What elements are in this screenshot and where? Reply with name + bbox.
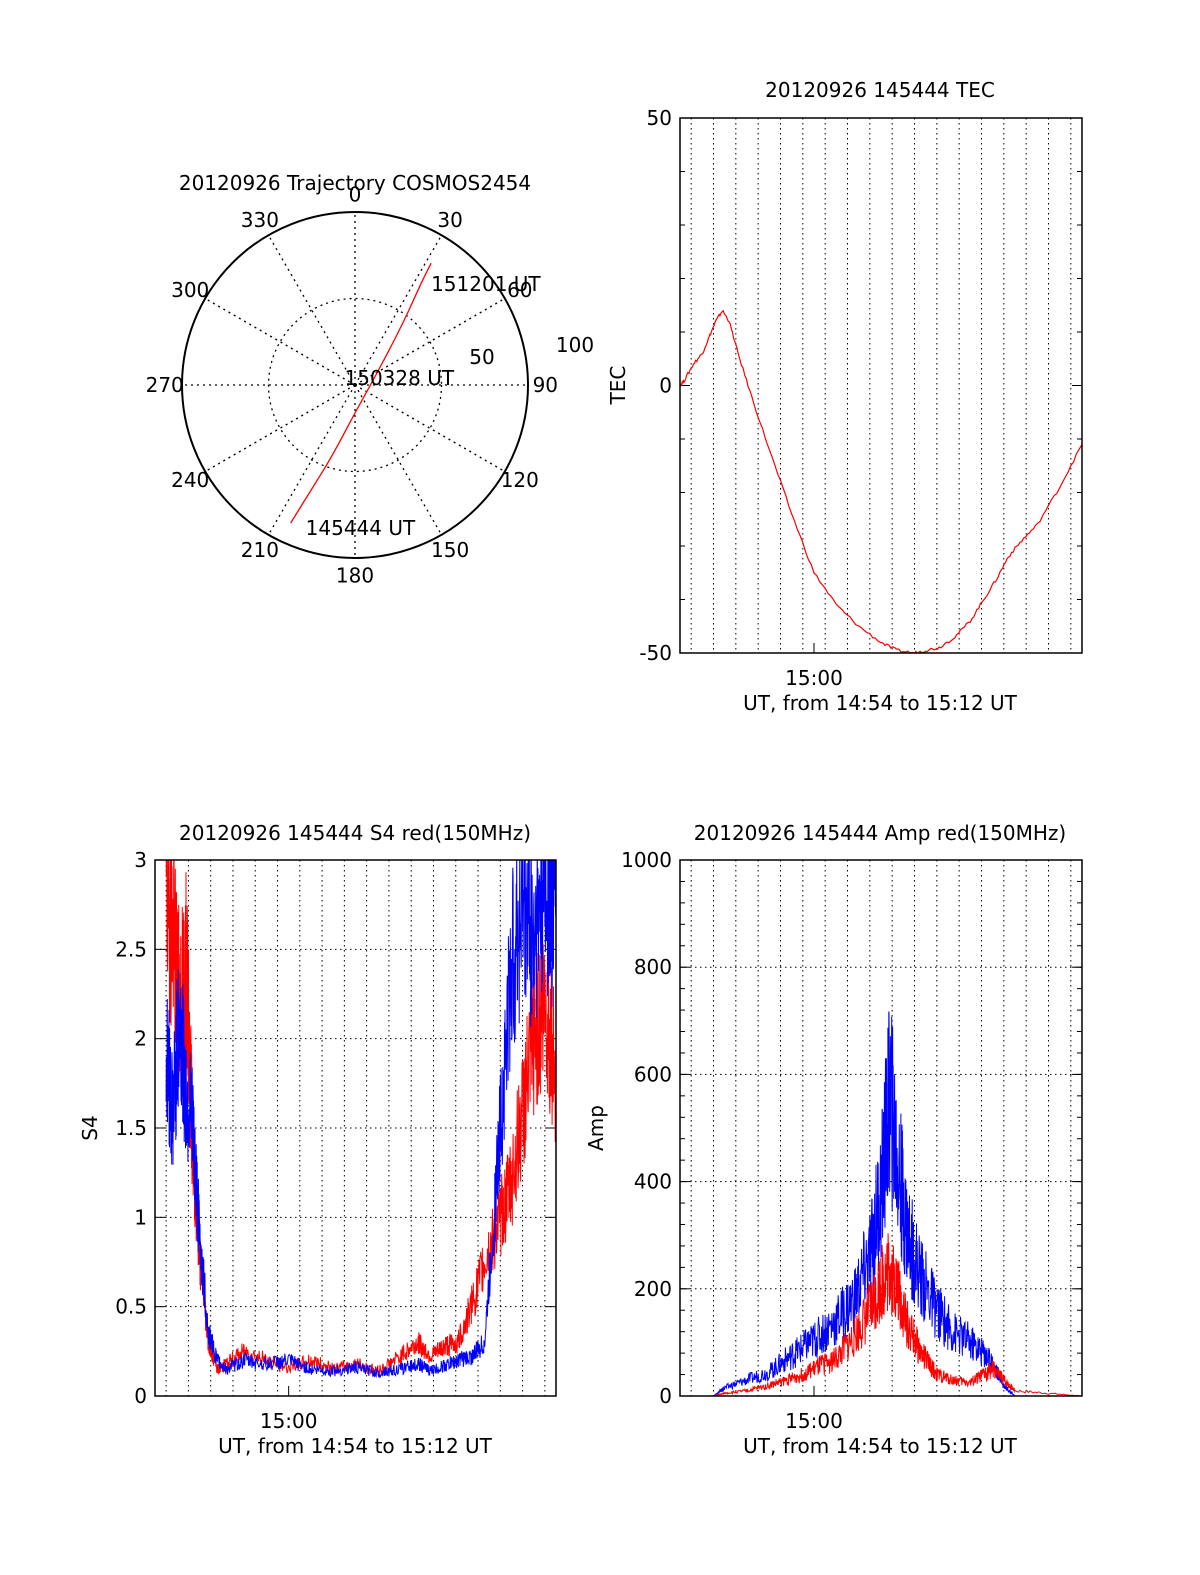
polar-grid-spoke	[354, 297, 506, 386]
x-tick-label: 15:00	[260, 1409, 318, 1433]
series-line	[165, 860, 556, 1379]
y-tick-label: 1	[134, 1205, 147, 1229]
time-annotation: 145444 UT	[306, 516, 416, 540]
trajectory-polar-plot: 20120926 Trajectory COSMOS2454 0 30 60 90 12…	[146, 171, 594, 587]
angle-tick-label: 210	[241, 538, 279, 562]
y-axis-label: Amp	[584, 1105, 608, 1151]
series-group	[680, 309, 1082, 653]
y-axis-label: TEC	[606, 366, 630, 406]
polar-grid-spoke	[354, 384, 506, 473]
x-axis-label: UT, from 14:54 to 15:12 UT	[743, 1434, 1018, 1458]
time-annotation: 151201 UT	[431, 272, 541, 296]
series-group	[680, 1011, 1082, 1396]
y-tick-label: 0	[659, 374, 672, 398]
plot-frame	[679, 859, 1083, 1397]
s4-line-chart: 20120926 145444 S4 red(150MHz) UT, from …	[78, 821, 557, 1458]
chart-title: 20120926 145444 Amp red(150MHz)	[694, 821, 1066, 845]
trajectory-line	[290, 262, 432, 524]
angle-tick-label: 180	[336, 563, 374, 587]
chart-title: 20120926 Trajectory COSMOS2454	[179, 171, 531, 195]
angle-tick-label: 330	[241, 208, 279, 232]
y-tick-label: 2.5	[115, 937, 147, 961]
x-axis-label: UT, from 14:54 to 15:12 UT	[218, 1434, 493, 1458]
tec-line-chart: 20120926 145444 TEC UT, from 14:54 to 15…	[606, 78, 1083, 715]
x-axis-label: UT, from 14:54 to 15:12 UT	[743, 691, 1018, 715]
y-axis-label: S4	[78, 1115, 102, 1140]
series-line	[680, 1233, 1082, 1396]
y-tick-label: -50	[639, 641, 672, 665]
angle-tick-label: 240	[171, 468, 209, 492]
polar-grid-spoke	[267, 384, 356, 536]
chart-title: 20120926 145444 S4 red(150MHz)	[179, 821, 531, 845]
y-tick-label: 0.5	[115, 1295, 147, 1319]
polar-grid-spoke	[354, 384, 443, 536]
y-tick-label: 600	[634, 1062, 672, 1086]
radius-tick-label: 100	[556, 333, 594, 357]
y-tick-label: 0	[659, 1384, 672, 1408]
time-annotation: 150328 UT	[345, 366, 455, 390]
y-tick-label: 3	[134, 848, 147, 872]
angle-tick-label: 270	[146, 373, 184, 397]
series-group	[165, 860, 556, 1379]
series-line	[680, 1011, 1082, 1396]
angle-tick-label: 30	[437, 208, 462, 232]
angle-tick-label: 60	[507, 278, 532, 302]
y-tick-label: 2	[134, 1027, 147, 1051]
y-tick-label: 800	[634, 955, 672, 979]
polar-grid-ring	[267, 297, 443, 473]
y-tick-label: 1000	[621, 848, 672, 872]
x-tick-label: 15:00	[785, 666, 843, 690]
y-tick-label: 0	[134, 1384, 147, 1408]
angle-tick-label: 90	[533, 373, 558, 397]
y-tick-label: 200	[634, 1277, 672, 1301]
angle-tick-label: 150	[431, 538, 469, 562]
angle-tick-label: 120	[501, 468, 539, 492]
y-tick-label: 1.5	[115, 1116, 147, 1140]
polar-grid-spoke	[267, 234, 356, 386]
polar-grid-spoke	[354, 234, 443, 386]
y-tick-label: 400	[634, 1170, 672, 1194]
angle-tick-label: 300	[171, 278, 209, 302]
polar-grid-spoke	[204, 384, 356, 473]
y-tick-label: 50	[647, 106, 672, 130]
x-tick-label: 15:00	[785, 1409, 843, 1433]
polar-frame	[181, 211, 529, 559]
plot-frame	[154, 859, 557, 1397]
radius-tick-label: 50	[469, 345, 494, 369]
plot-frame	[679, 117, 1083, 654]
chart-title: 20120926 145444 TEC	[765, 78, 995, 102]
angle-tick-label: 0	[349, 183, 362, 207]
series-line	[680, 309, 1082, 653]
polar-grid-spoke	[204, 297, 356, 386]
amp-line-chart: 20120926 145444 Amp red(150MHz) UT, from…	[584, 821, 1083, 1458]
